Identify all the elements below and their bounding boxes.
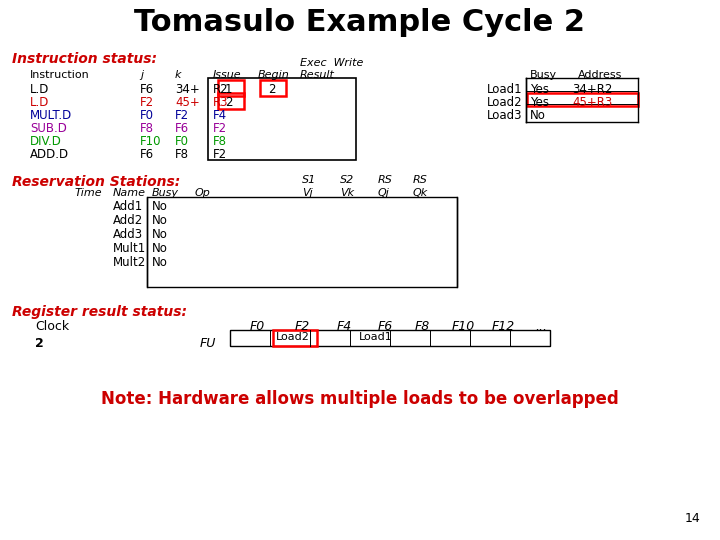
Text: No: No [152,242,168,255]
Text: Register result status:: Register result status: [12,305,187,319]
Text: No: No [152,214,168,227]
Text: F0: F0 [175,135,189,148]
Text: Op: Op [195,188,211,198]
Text: Qk: Qk [413,188,428,198]
Text: Note: Hardware allows multiple loads to be overlapped: Note: Hardware allows multiple loads to … [101,390,619,408]
Text: Load2: Load2 [487,96,523,109]
Text: Yes: Yes [530,96,549,109]
Text: F2: F2 [213,122,227,135]
Text: No: No [152,256,168,269]
Text: L.D: L.D [30,96,50,109]
Text: Add3: Add3 [113,228,143,241]
Text: ADD.D: ADD.D [30,148,69,161]
Text: R3: R3 [213,96,228,109]
Bar [260,80,286,96]
Text: Instruction status:: Instruction status: [12,52,157,66]
Text: Load3: Load3 [487,109,523,122]
Text: ...: ... [535,320,547,333]
Text: Address: Address [578,70,622,80]
Text: F8: F8 [213,135,227,148]
Text: S2: S2 [340,175,354,185]
Text: Busy: Busy [530,70,557,80]
Text: Add2: Add2 [113,214,143,227]
Text: F8: F8 [415,320,431,333]
Text: F12: F12 [492,320,516,333]
Text: F8: F8 [140,122,154,135]
Text: 2: 2 [35,337,44,350]
Text: FU: FU [200,337,217,350]
Bar [527,93,638,106]
Bar [230,330,550,346]
Text: RS: RS [413,175,428,185]
Text: SUB.D: SUB.D [30,122,67,135]
Bar [208,78,356,160]
Text: Mult2: Mult2 [113,256,146,269]
Text: F6: F6 [378,320,393,333]
Text: 34+R2: 34+R2 [572,83,613,96]
Text: Busy: Busy [152,188,179,198]
Text: R2: R2 [213,83,229,96]
Text: No: No [152,200,168,213]
Text: 1: 1 [225,83,233,96]
Text: F2: F2 [140,96,154,109]
Text: F0: F0 [140,109,154,122]
Text: L.D: L.D [30,83,50,96]
Bar [147,197,457,287]
Text: k: k [175,70,181,80]
Bar [218,80,244,96]
Text: F10: F10 [140,135,161,148]
Text: Exec  Write: Exec Write [300,58,364,68]
Text: RS: RS [378,175,393,185]
Text: F6: F6 [140,83,154,96]
Text: F10: F10 [452,320,475,333]
Text: F6: F6 [175,122,189,135]
Text: Vj: Vj [302,188,312,198]
Text: F2: F2 [213,148,227,161]
Text: Name: Name [113,188,146,198]
Text: Vk: Vk [340,188,354,198]
Text: Load1: Load1 [359,332,393,342]
Text: Load2: Load2 [276,332,310,342]
Text: F8: F8 [175,148,189,161]
Text: F4: F4 [337,320,352,333]
Text: Issue: Issue [213,70,242,80]
Text: Mult1: Mult1 [113,242,146,255]
Text: DIV.D: DIV.D [30,135,62,148]
Text: Result: Result [300,70,335,80]
Text: Clock: Clock [35,320,69,333]
Text: 14: 14 [684,512,700,525]
Text: F6: F6 [140,148,154,161]
Text: Time: Time [75,188,103,198]
Text: MULT.D: MULT.D [30,109,72,122]
Text: F2: F2 [175,109,189,122]
Text: F0: F0 [250,320,265,333]
Text: Load1: Load1 [487,83,523,96]
Text: 45+: 45+ [175,96,199,109]
Text: j: j [140,70,143,80]
Text: Yes: Yes [530,83,549,96]
Text: 45+R3: 45+R3 [572,96,612,109]
Text: Tomasulo Example Cycle 2: Tomasulo Example Cycle 2 [135,8,585,37]
Text: 2: 2 [268,83,276,96]
Text: S1: S1 [302,175,316,185]
Text: Begin: Begin [258,70,289,80]
Text: Add1: Add1 [113,200,143,213]
Text: Instruction: Instruction [30,70,90,80]
Text: 2: 2 [225,96,233,109]
Text: No: No [530,109,546,122]
Text: 34+: 34+ [175,83,199,96]
Bar [273,330,317,346]
Text: F2: F2 [295,320,310,333]
Bar [218,93,244,109]
Text: Reservation Stations:: Reservation Stations: [12,175,180,189]
Text: No: No [152,228,168,241]
Text: F4: F4 [213,109,227,122]
Text: Qj: Qj [378,188,390,198]
